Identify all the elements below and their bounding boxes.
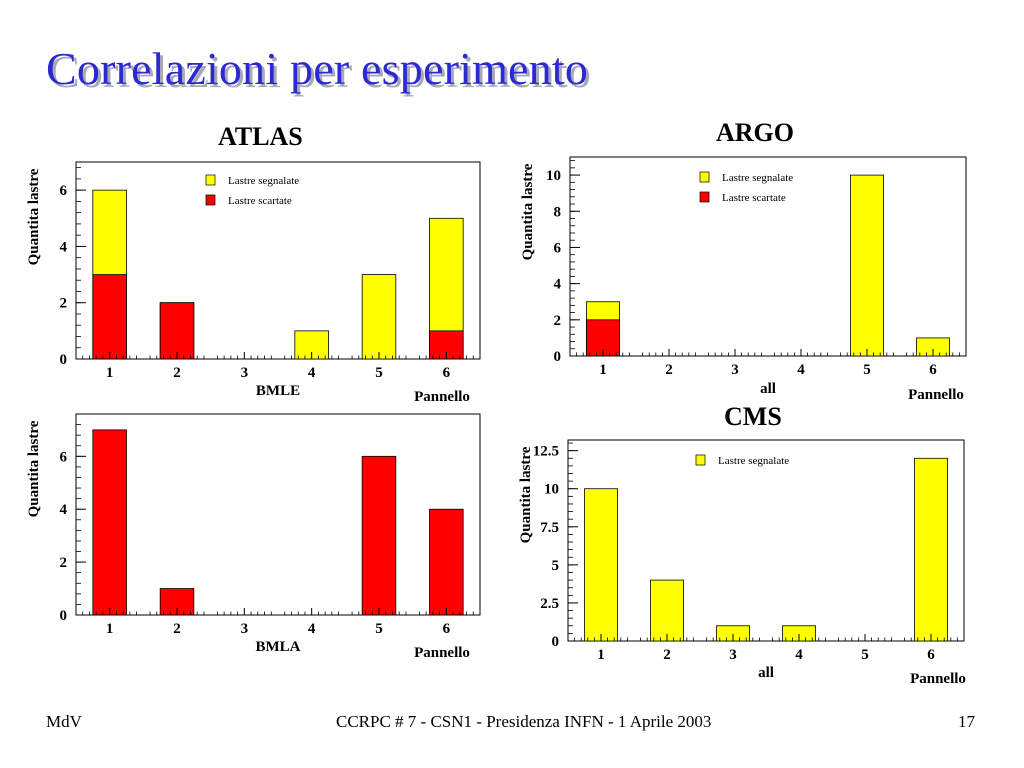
x-tick-label: 4: [308, 365, 316, 381]
y-tick-label: 6: [554, 240, 562, 256]
x-tick-label: 1: [597, 647, 605, 663]
legend-label: Lastre scartate: [722, 192, 786, 204]
x-tick-label: 6: [927, 647, 935, 663]
chart-atlas-bmle: 1 2 3 4 5 6 0 2 4 6 Quantita lastre BMLE Pannello Las…: [26, 161, 481, 405]
bar-segnalate-2: [650, 579, 684, 642]
y-tick-label: 4: [60, 239, 68, 255]
y-tick-label: 10: [546, 168, 561, 184]
y-tick-label: 6: [60, 183, 68, 199]
y-tick-label: 0: [60, 608, 68, 624]
x-axis-subtitle: BMLE: [256, 383, 300, 399]
chart-atlas-bmla: 1 2 3 4 5 6 0 2 4 6 Quantita lastre BMLA Pannello: [26, 413, 481, 661]
y-axis-label: Quantita lastre: [520, 163, 536, 260]
plot-frame: [567, 439, 965, 642]
y-tick-label: 0: [60, 352, 68, 368]
x-tick-label: 1: [106, 621, 114, 637]
plot-frame: [569, 156, 967, 357]
chart-argo-all: 1 2 3 4 5 6 0 2 4 6 8 10 Quantita lastre all Pannello L…: [520, 156, 967, 403]
x-tick-label: 2: [665, 362, 673, 378]
x-axis-subtitle: BMLA: [256, 639, 301, 655]
x-tick-label: 4: [795, 647, 803, 663]
plot-frame: [75, 413, 481, 616]
y-tick-label: 2: [554, 313, 562, 329]
legend-label: Lastre segnalate: [718, 455, 789, 467]
legend-label: Lastre segnalate: [722, 172, 793, 184]
y-tick-label: 2: [60, 555, 68, 571]
legend-label: Lastre segnalate: [228, 175, 299, 187]
x-tick-label: 6: [443, 621, 451, 637]
y-tick-label: 6: [60, 449, 68, 465]
experiment-label-atlas: ATLAS: [218, 122, 303, 151]
bar-scartate-1: [92, 274, 127, 360]
slide-title: Correlazioni per esperimento: [46, 43, 589, 94]
x-tick-label: 5: [863, 362, 871, 378]
y-tick-label: 12.5: [533, 444, 559, 460]
y-tick-label: 0: [554, 349, 562, 365]
x-tick-label: 5: [861, 647, 869, 663]
x-tick-label: 2: [663, 647, 671, 663]
bar-scartate-1: [92, 429, 127, 616]
x-tick-label: 2: [173, 365, 181, 381]
x-axis-label: Pannello: [414, 645, 470, 661]
x-axis-subtitle: all: [760, 381, 776, 397]
x-axis-label: Pannello: [414, 389, 470, 405]
legend-swatch: [205, 194, 216, 206]
legend-swatch: [695, 454, 706, 466]
legend-swatch: [699, 171, 710, 183]
footer-author: MdV: [46, 712, 82, 731]
footer-event: CCRPC # 7 - CSN1 - Presidenza INFN - 1 A…: [336, 712, 712, 731]
experiment-label-argo: ARGO: [716, 118, 794, 147]
bar-scartate-2: [159, 302, 195, 360]
x-tick-label: 2: [173, 621, 181, 637]
bar-scartate-5: [361, 455, 397, 616]
y-axis-label: Quantita lastre: [26, 420, 42, 517]
bar-segnalate-1: [584, 488, 618, 642]
x-tick-label: 5: [375, 621, 383, 637]
bar-segnalate-6: [914, 457, 948, 642]
x-axis-subtitle: all: [758, 665, 774, 681]
experiment-label-cms: CMS: [724, 402, 782, 431]
x-tick-label: 1: [599, 362, 607, 378]
x-tick-label: 6: [929, 362, 937, 378]
x-axis-label: Pannello: [910, 671, 966, 687]
y-axis-label: Quantita lastre: [518, 446, 534, 543]
x-tick-label: 3: [241, 621, 249, 637]
y-tick-label: 2: [60, 296, 68, 312]
legend-swatch: [205, 174, 216, 186]
x-tick-label: 4: [797, 362, 805, 378]
x-tick-label: 3: [731, 362, 739, 378]
bar-segnalate-5: [850, 174, 884, 357]
bar-segnalate-5: [361, 274, 397, 360]
footer-page-number: 17: [958, 712, 975, 731]
bar-scartate-6: [429, 508, 464, 616]
legend-label: Lastre scartate: [228, 195, 292, 207]
x-tick-label: 1: [106, 365, 114, 381]
y-tick-label: 10: [544, 482, 559, 498]
y-tick-label: 4: [60, 502, 68, 518]
y-tick-label: 2.5: [540, 596, 559, 612]
x-tick-label: 4: [308, 621, 316, 637]
legend-swatch: [699, 191, 710, 203]
y-tick-label: 8: [554, 204, 562, 220]
x-tick-label: 3: [241, 365, 249, 381]
y-tick-label: 5: [552, 558, 560, 574]
x-tick-label: 5: [375, 365, 383, 381]
x-axis-label: Pannello: [908, 387, 964, 403]
y-tick-label: 7.5: [540, 520, 559, 536]
x-tick-label: 6: [443, 365, 451, 381]
y-tick-label: 0: [552, 634, 560, 650]
y-tick-label: 4: [554, 277, 562, 293]
x-tick-label: 3: [729, 647, 737, 663]
y-axis-label: Quantita lastre: [26, 168, 42, 265]
plot-frame: [75, 161, 481, 360]
